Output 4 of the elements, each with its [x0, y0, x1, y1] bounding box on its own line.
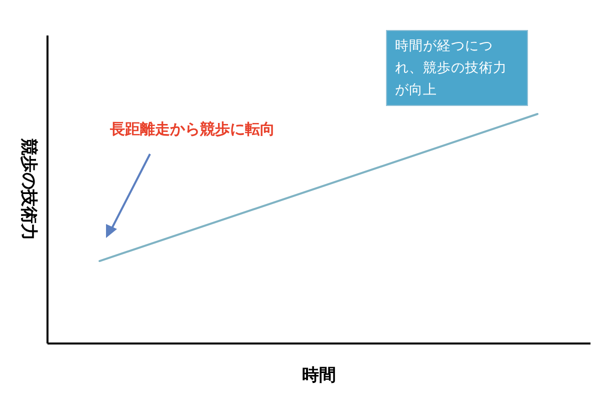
y-axis-title: 競歩の技術力 [18, 138, 38, 240]
annotation: 長距離走から競歩に転向 [110, 120, 275, 139]
x-axis-title: 時間 [302, 366, 336, 386]
text: 時間が経つにつれ、競歩の技術力が向上 [386, 30, 528, 106]
